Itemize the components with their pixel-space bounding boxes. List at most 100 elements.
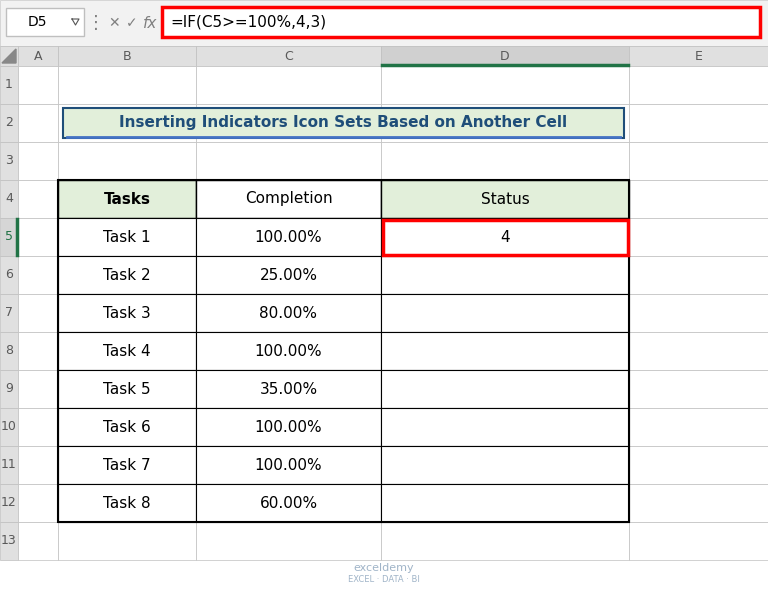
Bar	[381, 446, 629, 484]
Text: B: B	[123, 49, 131, 63]
Bar	[162, 7, 760, 37]
Bar	[629, 218, 768, 256]
Bar	[58, 180, 196, 218]
Bar	[196, 408, 381, 446]
Bar	[58, 446, 196, 484]
Text: ⋮: ⋮	[87, 14, 105, 32]
Text: D: D	[500, 49, 510, 63]
Bar	[18, 408, 58, 446]
Text: 35.00%: 35.00%	[260, 381, 317, 397]
Bar	[629, 46, 768, 66]
Bar	[196, 484, 381, 522]
Bar	[58, 46, 196, 66]
Bar	[58, 180, 196, 218]
Text: Task 3: Task 3	[103, 306, 151, 320]
Bar	[58, 332, 196, 370]
Bar	[629, 104, 768, 142]
Bar	[0, 46, 18, 66]
Bar	[196, 218, 381, 256]
Bar	[381, 370, 629, 408]
Text: 100.00%: 100.00%	[255, 419, 323, 435]
Bar	[0, 256, 18, 294]
Text: Status: Status	[481, 191, 529, 207]
Bar	[58, 256, 196, 294]
Text: 80.00%: 80.00%	[260, 306, 317, 320]
Bar	[58, 142, 196, 180]
Bar	[58, 522, 196, 560]
Bar	[381, 484, 629, 522]
Text: ✕: ✕	[108, 16, 120, 30]
Bar	[381, 256, 629, 294]
Text: C: C	[284, 49, 293, 63]
Text: A: A	[34, 49, 42, 63]
Bar	[18, 332, 58, 370]
Bar	[196, 370, 381, 408]
Bar	[381, 408, 629, 446]
Text: 25.00%: 25.00%	[260, 268, 317, 282]
Text: 11: 11	[1, 459, 17, 472]
Text: 100.00%: 100.00%	[255, 458, 323, 472]
Bar	[196, 66, 381, 104]
Text: 4: 4	[5, 192, 13, 205]
Bar	[0, 522, 18, 560]
Text: Completion: Completion	[245, 191, 333, 207]
Bar	[196, 180, 381, 218]
Bar	[58, 294, 196, 332]
Bar	[381, 46, 629, 66]
Text: 7: 7	[5, 306, 13, 320]
Bar	[18, 294, 58, 332]
Text: Task 7: Task 7	[103, 458, 151, 472]
Bar	[381, 446, 629, 484]
Bar	[196, 218, 381, 256]
Bar	[0, 294, 18, 332]
Bar	[18, 256, 58, 294]
Bar	[0, 408, 18, 446]
Bar	[18, 104, 58, 142]
Bar	[382, 220, 627, 255]
Bar	[0, 142, 18, 180]
Bar	[58, 484, 196, 522]
Bar	[629, 370, 768, 408]
Bar	[0, 180, 18, 218]
Bar	[381, 218, 629, 256]
Bar	[629, 294, 768, 332]
Text: 100.00%: 100.00%	[255, 344, 323, 359]
Bar	[196, 294, 381, 332]
Bar	[18, 446, 58, 484]
Bar	[58, 256, 196, 294]
Bar	[629, 408, 768, 446]
Text: =IF(C5>=100%,4,3): =IF(C5>=100%,4,3)	[170, 15, 326, 30]
Bar	[0, 218, 18, 256]
Bar	[381, 332, 629, 370]
Bar	[629, 180, 768, 218]
Bar	[58, 370, 196, 408]
Bar	[381, 332, 629, 370]
Bar	[381, 370, 629, 408]
Bar	[0, 484, 18, 522]
Text: EXCEL · DATA · BI: EXCEL · DATA · BI	[348, 574, 420, 584]
Text: fx: fx	[143, 15, 157, 31]
Text: exceldemy: exceldemy	[354, 563, 414, 573]
Bar	[196, 294, 381, 332]
Bar	[381, 294, 629, 332]
Bar	[196, 180, 381, 218]
Bar	[58, 294, 196, 332]
Bar	[58, 332, 196, 370]
Bar	[18, 370, 58, 408]
Bar	[381, 522, 629, 560]
Text: Task 4: Task 4	[103, 344, 151, 359]
Text: Task 5: Task 5	[103, 381, 151, 397]
Bar	[196, 256, 381, 294]
Bar	[196, 446, 381, 484]
Bar	[0, 446, 18, 484]
Bar	[0, 0, 768, 46]
Bar	[196, 104, 381, 142]
Bar	[0, 370, 18, 408]
Bar	[18, 142, 58, 180]
Bar	[629, 142, 768, 180]
Text: 13: 13	[1, 534, 17, 547]
Bar	[18, 66, 58, 104]
Text: Task 8: Task 8	[103, 496, 151, 510]
Text: 9: 9	[5, 383, 13, 395]
Bar	[58, 218, 196, 256]
